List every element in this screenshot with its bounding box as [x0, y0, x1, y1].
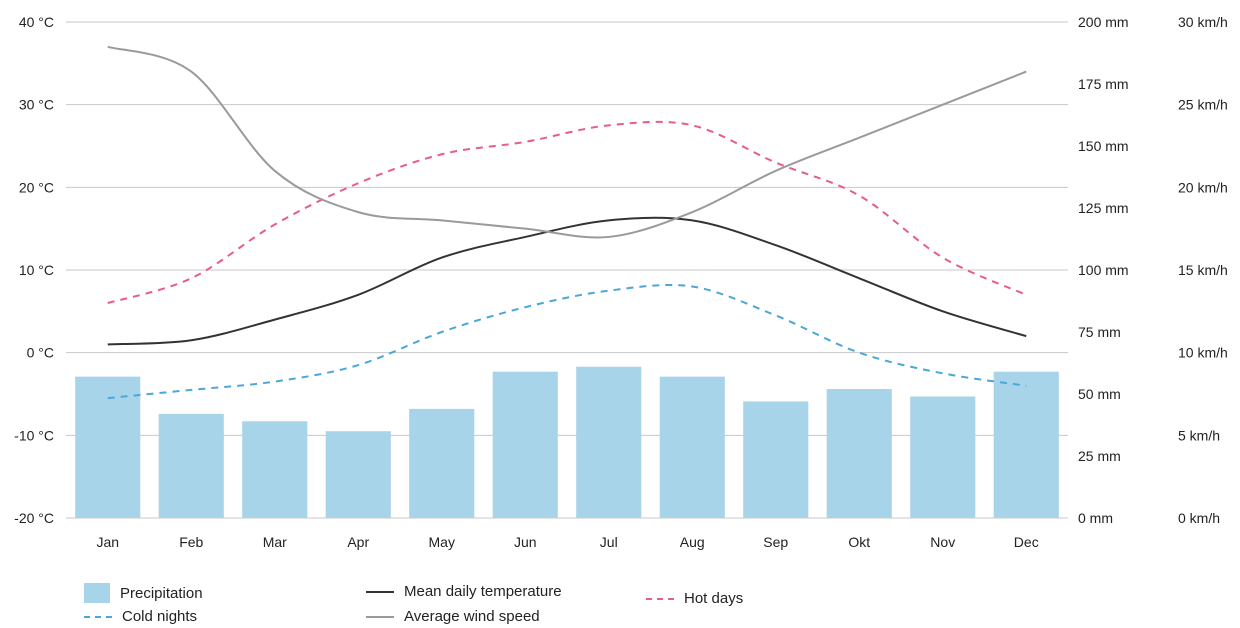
- temperature-axis: 40 °C 30 °C 20 °C 10 °C 0 °C -10 °C -20 °C: [14, 14, 54, 526]
- temperature-tick-label: 10 °C: [19, 262, 54, 278]
- precipitation-bar: [993, 371, 1059, 518]
- month-tick-label: Jan: [96, 534, 119, 550]
- precipitation-bar: [242, 421, 308, 518]
- month-tick-label: Feb: [179, 534, 203, 550]
- month-tick-label: May: [429, 534, 455, 550]
- wind-axis: 30 km/h 25 km/h 20 km/h 15 km/h 10 km/h 5 km/…: [1178, 14, 1228, 526]
- gridlines: [66, 21, 1068, 519]
- wind-tick-label: 5 km/h: [1178, 427, 1220, 443]
- cold-nights-line: [107, 283, 1027, 400]
- wind-tick-label: 25 km/h: [1178, 97, 1228, 113]
- precipitation-bar: [743, 401, 809, 518]
- month-tick-label: Jun: [514, 534, 537, 550]
- wind-tick-label: 10 km/h: [1178, 345, 1228, 361]
- hot-days-line: [107, 120, 1027, 305]
- month-tick-label: Aug: [680, 534, 705, 550]
- wind-tick-label: 20 km/h: [1178, 179, 1228, 195]
- precipitation-bars: [75, 366, 1059, 518]
- precipitation-bar: [910, 396, 976, 518]
- precipitation-tick-label: 125 mm: [1078, 200, 1129, 216]
- month-tick-label: Mar: [263, 534, 287, 550]
- precipitation-axis: 200 mm 175 mm 150 mm 125 mm 100 mm 75 mm 50 mm…: [1078, 14, 1129, 526]
- precipitation-bar: [325, 431, 391, 518]
- month-tick-label: Dec: [1014, 534, 1039, 550]
- mean-daily-temperature-line: [107, 216, 1027, 346]
- precipitation-tick-label: 100 mm: [1078, 262, 1129, 278]
- precipitation-tick-label: 25 mm: [1078, 448, 1121, 464]
- precipitation-bar: [75, 376, 141, 518]
- wind-tick-label: 15 km/h: [1178, 262, 1228, 278]
- precipitation-bar: [576, 366, 642, 518]
- month-axis: Jan Feb Mar Apr May Jun Jul Aug Sep Okt Nov Dec: [96, 534, 1038, 550]
- temperature-tick-label: -20 °C: [14, 510, 54, 526]
- month-tick-label: Sep: [763, 534, 788, 550]
- precipitation-tick-label: 150 mm: [1078, 138, 1129, 154]
- temperature-tick-label: 40 °C: [19, 14, 54, 30]
- wind-tick-label: 0 km/h: [1178, 510, 1220, 526]
- precipitation-tick-label: 75 mm: [1078, 324, 1121, 340]
- precipitation-bar: [158, 413, 224, 518]
- series-lines: [107, 45, 1027, 400]
- precipitation-bar: [826, 389, 892, 518]
- precipitation-tick-label: 200 mm: [1078, 14, 1129, 30]
- temperature-tick-label: 0 °C: [27, 345, 54, 361]
- temperature-tick-label: 30 °C: [19, 97, 54, 113]
- precipitation-tick-label: 175 mm: [1078, 76, 1129, 92]
- wind-tick-label: 30 km/h: [1178, 14, 1228, 30]
- precipitation-tick-label: 50 mm: [1078, 386, 1121, 402]
- precipitation-bar: [492, 371, 558, 518]
- month-tick-label: Apr: [347, 534, 369, 550]
- temperature-tick-label: -10 °C: [14, 427, 54, 443]
- precipitation-bar: [659, 376, 725, 518]
- average-wind-speed-line: [107, 45, 1027, 239]
- month-tick-label: Jul: [600, 534, 618, 550]
- temperature-tick-label: 20 °C: [19, 179, 54, 195]
- precipitation-tick-label: 0 mm: [1078, 510, 1113, 526]
- month-tick-label: Nov: [930, 534, 955, 550]
- precipitation-bar: [409, 408, 475, 518]
- month-tick-label: Okt: [848, 534, 870, 550]
